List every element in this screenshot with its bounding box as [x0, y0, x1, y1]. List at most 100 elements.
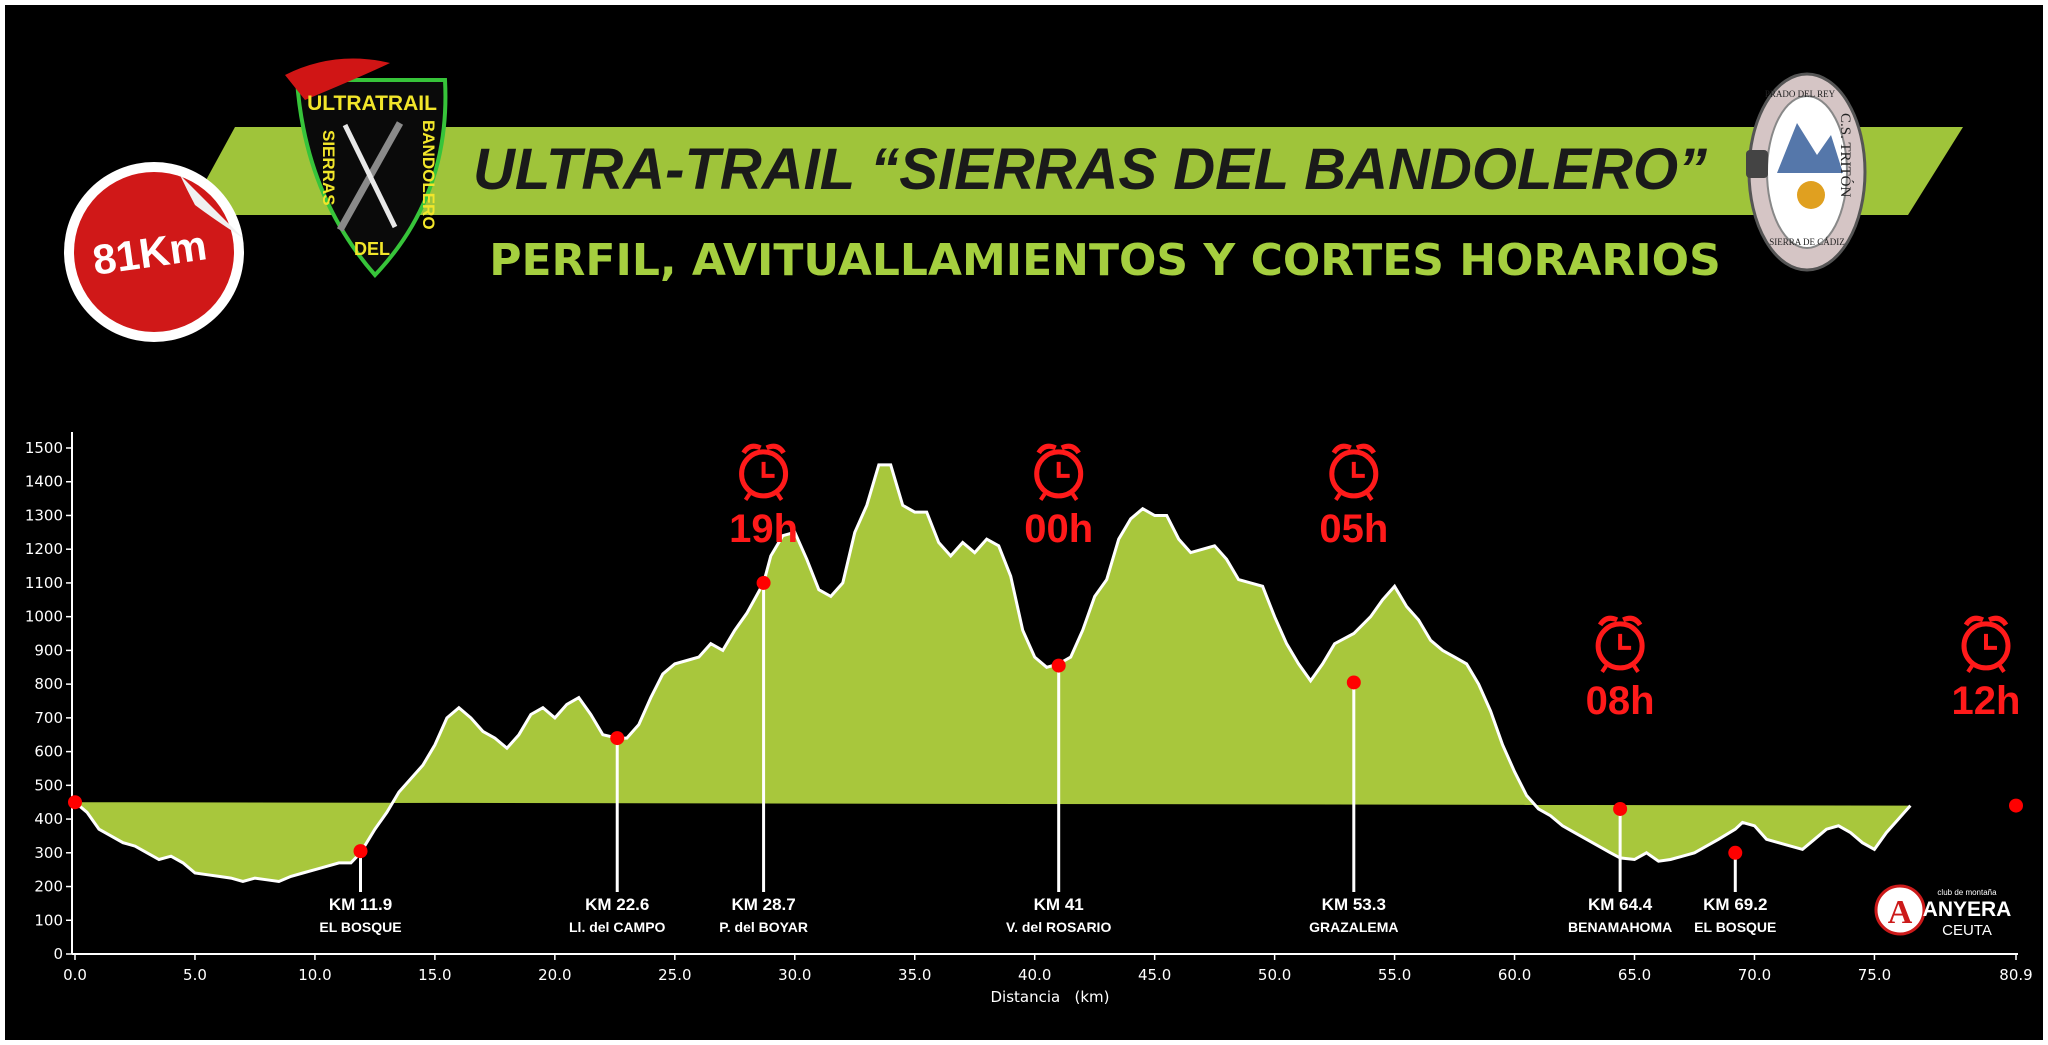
- alarm-clock-icon: [1961, 615, 2011, 674]
- y-tick-label: 1200: [25, 540, 63, 558]
- y-tick-label: 100: [34, 911, 63, 929]
- sponsor-small: club de montaña: [1937, 888, 1997, 897]
- checkpoint-dot: [353, 844, 368, 859]
- alarm-leg-left: [1039, 492, 1047, 501]
- y-tick-label: 500: [34, 776, 63, 794]
- sponsor-logo: A club de montaña ANYERA CEUTA: [1874, 884, 2011, 939]
- checkpoint-km-label: KM 41: [1034, 895, 1084, 914]
- alarm-face: [1595, 621, 1645, 671]
- x-tick-label: 70.0: [1738, 966, 1771, 984]
- checkpoint-km-label: KM 64.4: [1588, 895, 1653, 914]
- ultratrail-logo: ULTRATRAIL SIERRAS BANDOLERO DEL: [285, 58, 448, 278]
- x-tick-label: 80.9: [1999, 966, 2032, 984]
- triton-logo: PRADO DEL REY C.S. TRITÓN SIERRA DE CÁDI…: [1746, 72, 1867, 272]
- y-tick-label: 800: [34, 675, 63, 693]
- checkpoint-km-label: KM 69.2: [1703, 895, 1767, 914]
- y-tick-label: 1300: [25, 506, 63, 524]
- distance-badge: 81Km: [64, 162, 244, 342]
- elevation-profile-chart: 0 100 200 300 400 500 600 700 800 900 1000 1100 1200…: [25, 432, 2033, 1006]
- alarm-clock-icon: [1329, 443, 1379, 501]
- alarm-face: [1329, 449, 1379, 499]
- checkpoint-km-box: [995, 892, 1122, 915]
- y-tick-label: 1400: [25, 473, 63, 491]
- poster-frame: ULTRA-TRAIL “SIERRAS DEL BANDOLERO” PERF…: [5, 5, 2043, 1040]
- alarm-leg-right: [1366, 492, 1374, 501]
- x-tick-label: 40.0: [1018, 966, 1051, 984]
- alarm-bell-left: [1036, 443, 1057, 455]
- checkpoint-km-box: [558, 892, 677, 915]
- x-tick-label: 10.0: [298, 966, 331, 984]
- page-subtitle: PERFIL, AVITUALLAMIENTOS Y CORTES HORARI…: [489, 235, 1721, 286]
- checkpoint-place-box: [995, 916, 1122, 937]
- alarm-clock-icon: [739, 443, 789, 501]
- alarm-leg-right: [1998, 664, 2006, 674]
- alarm-face: [1034, 449, 1084, 499]
- alarm-clock-icon: [1034, 443, 1084, 501]
- checkpoint-dot: [610, 731, 625, 746]
- y-tick-label: 1500: [25, 439, 63, 457]
- checkpoint-place-box: [708, 916, 819, 937]
- x-axis-label: Distancia (km): [990, 988, 1109, 1006]
- x-tick-label: 0.0: [63, 966, 87, 984]
- x-tick-label: 35.0: [898, 966, 931, 984]
- y-tick-label: 0: [53, 945, 63, 963]
- cutoff-time-label: 08h: [1586, 679, 1655, 723]
- sponsor-mark-icon: A: [1888, 894, 1913, 931]
- checkpoint-km-box: [1310, 892, 1397, 915]
- alarm-leg-right: [1632, 664, 1640, 674]
- triton-figure-icon: [1797, 181, 1825, 209]
- y-tick-label: 700: [34, 709, 63, 727]
- alarm-bell-right: [765, 443, 786, 455]
- alarm-bell-right: [1987, 615, 2009, 627]
- alarm-bell-left: [1963, 615, 1985, 627]
- checkpoint-place-box: [558, 916, 677, 937]
- elevation-area: [75, 464, 1911, 882]
- checkpoint-place-label: V. del ROSARIO: [1006, 919, 1111, 935]
- alarm-bell-right: [1355, 443, 1376, 455]
- elevation-line: [74, 463, 1912, 884]
- mountain-icon: [1777, 123, 1843, 173]
- x-tick-label: 15.0: [418, 966, 451, 984]
- alarm-leg-left: [1966, 664, 1974, 674]
- checkpoint-dot: [1051, 658, 1066, 673]
- checkpoint-place-box: [1692, 916, 1779, 937]
- checkpoint-km-box: [317, 892, 404, 915]
- cutoff-time-label: 00h: [1024, 507, 1093, 551]
- y-tick-label: 400: [34, 810, 63, 828]
- checkpoint-km-label: KM 22.6: [585, 895, 649, 914]
- x-tick-label: 30.0: [778, 966, 811, 984]
- y-tick-label: 1000: [25, 608, 63, 626]
- checkpoint-dot: [756, 575, 771, 590]
- checkpoint-dot: [1613, 801, 1628, 816]
- checkpoint-place-label: GRAZALEMA: [1309, 919, 1398, 935]
- checkpoint-km-box: [708, 892, 819, 915]
- alarm-face: [739, 449, 789, 499]
- checkpoint-dot: [1346, 675, 1361, 690]
- checkpoint-km-label: KM 53.3: [1322, 895, 1386, 914]
- checkpoint-markers: KM 11.9 EL BOSQUE KM 22.6 Ll. del CAMPO KM 2…: [68, 575, 2023, 937]
- checkpoint-place-box: [317, 916, 404, 937]
- cutoff-time-label: 12h: [1952, 679, 2021, 723]
- alarm-bell-left: [741, 443, 762, 455]
- checkpoint-place-box: [1573, 916, 1668, 937]
- alarm-leg-right: [775, 492, 784, 501]
- alarm-hands: [1351, 461, 1365, 478]
- alarm-leg-left: [1334, 492, 1342, 501]
- checkpoint-place-box: [1310, 916, 1397, 937]
- alarm-bell-left: [1331, 443, 1352, 455]
- x-tick-label: 20.0: [538, 966, 571, 984]
- title-banner: [187, 127, 1963, 215]
- x-tick-label: 65.0: [1618, 966, 1651, 984]
- checkpoint-km-box: [1573, 892, 1668, 915]
- y-tick-label: 600: [34, 743, 63, 761]
- x-tick-label: 25.0: [658, 966, 691, 984]
- checkpoint-place-label: P. del BOYAR: [719, 919, 808, 935]
- alarm-clock-icon: [1595, 615, 1645, 674]
- checkpoint-km-label: KM 28.7: [731, 895, 795, 914]
- alarm-hands: [761, 461, 775, 478]
- y-tick-label: 300: [34, 844, 63, 862]
- x-tick-label: 55.0: [1378, 966, 1411, 984]
- logo-right-main: C.S. TRITÓN: [1837, 113, 1854, 197]
- dagger-icon: [342, 123, 398, 229]
- logo-left-side-b: BANDOLERO: [419, 120, 438, 230]
